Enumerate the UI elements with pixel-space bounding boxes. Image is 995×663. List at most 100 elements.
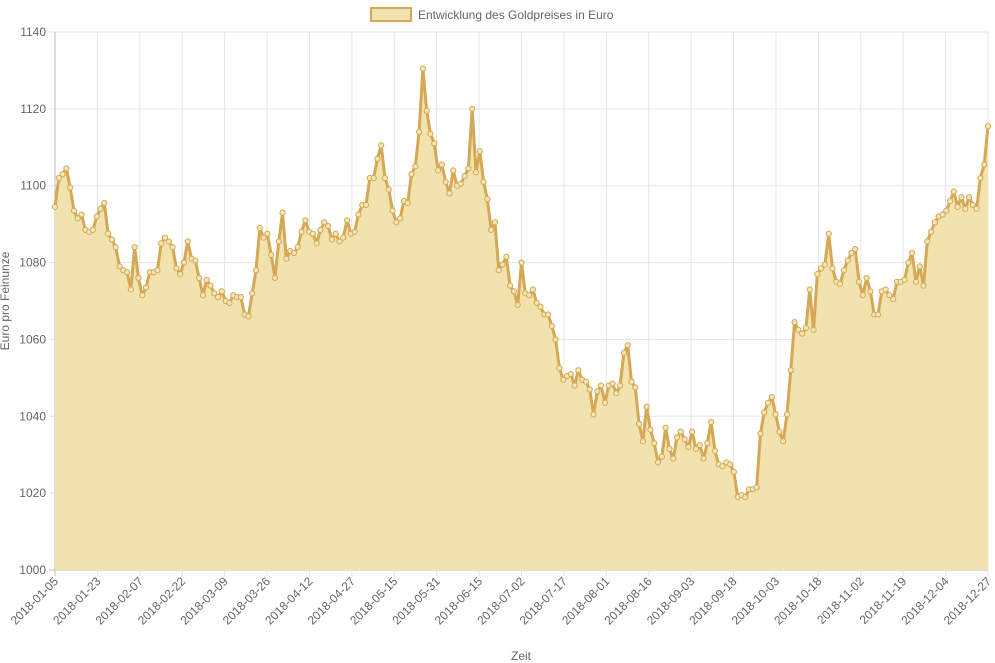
data-point[interactable] [518,259,525,266]
data-point[interactable] [328,236,335,243]
data-point[interactable] [260,234,267,241]
data-point[interactable] [689,428,696,435]
data-point[interactable] [681,436,688,443]
data-point[interactable] [973,205,980,212]
data-point[interactable] [131,244,138,251]
data-point[interactable] [810,326,817,333]
data-point[interactable] [742,493,749,501]
data-point[interactable] [730,468,737,476]
data-point[interactable] [673,434,681,441]
data-point[interactable] [89,226,97,234]
data-point[interactable] [848,249,855,257]
data-point[interactable] [127,286,134,293]
data-point[interactable] [108,236,115,243]
data-point[interactable] [343,217,351,224]
data-point[interactable] [825,230,832,237]
data-point[interactable] [852,246,859,253]
data-point[interactable] [818,265,825,272]
data-point[interactable] [829,265,836,272]
data-point[interactable] [844,257,851,264]
data-point[interactable] [74,215,81,222]
data-point[interactable] [890,295,897,303]
data-point[interactable] [969,201,976,209]
data-point[interactable] [472,169,480,176]
data-point[interactable] [946,197,954,205]
data-point[interactable] [416,128,423,136]
data-point[interactable] [142,284,150,291]
data-point[interactable] [594,388,601,395]
data-point[interactable] [491,219,499,226]
data-point[interactable] [78,211,85,218]
data-point[interactable] [939,211,946,218]
data-point[interactable] [457,180,464,187]
data-point[interactable] [271,274,279,282]
data-point[interactable] [836,280,844,287]
data-point[interactable] [226,299,233,307]
data-point[interactable] [727,461,734,468]
data-point[interactable] [332,230,339,237]
data-point[interactable] [954,203,961,210]
data-point[interactable] [112,244,119,251]
data-point[interactable] [438,161,445,168]
data-point[interactable] [670,455,677,462]
data-point[interactable] [950,188,957,195]
data-point[interactable] [624,342,631,349]
data-point[interactable] [123,269,131,276]
data-point[interactable] [218,288,225,295]
data-point[interactable] [814,271,821,278]
data-point[interactable] [503,253,510,260]
data-point[interactable] [863,274,870,282]
data-point[interactable] [211,290,218,297]
data-point[interactable] [59,171,66,178]
data-point[interactable] [783,411,791,418]
data-point[interactable] [753,484,760,491]
data-point[interactable] [507,282,514,289]
data-point[interactable] [290,249,298,257]
data-point[interactable] [336,238,343,245]
data-point[interactable] [567,370,574,378]
data-point[interactable] [651,440,658,447]
data-point[interactable] [488,226,495,234]
data-point[interactable] [685,443,692,451]
data-point[interactable] [385,186,392,193]
data-point[interactable] [139,292,146,299]
data-point[interactable] [192,257,199,264]
data-point[interactable] [116,263,123,270]
data-point[interactable] [67,184,74,191]
data-point[interactable] [203,276,210,283]
data-point[interactable] [711,447,719,454]
data-point[interactable] [658,453,665,460]
data-point[interactable] [70,207,78,214]
data-point[interactable] [63,165,70,172]
data-point[interactable] [677,428,684,435]
data-point[interactable] [533,299,540,307]
data-point[interactable] [776,428,783,435]
data-point[interactable] [476,148,483,155]
data-point[interactable] [920,282,927,289]
data-point[interactable] [708,418,715,426]
data-point[interactable] [264,230,271,237]
data-point[interactable] [419,65,426,72]
data-point[interactable] [434,167,442,174]
legend-swatch[interactable] [370,7,412,22]
data-point[interactable] [617,382,624,389]
data-point[interactable] [514,301,521,308]
data-point[interactable] [977,174,984,182]
data-point[interactable] [806,286,813,293]
data-point[interactable] [571,382,578,389]
data-point[interactable] [772,411,779,418]
data-point[interactable] [105,230,112,237]
legend-label[interactable]: Entwicklung des Goldpreises in Euro [418,8,614,22]
data-point[interactable] [442,178,449,185]
data-point[interactable] [177,271,184,278]
data-point[interactable] [412,163,419,170]
data-point[interactable] [901,276,908,283]
data-point[interactable] [696,442,703,449]
data-point[interactable] [654,459,662,466]
data-point[interactable] [757,430,764,437]
data-point[interactable] [874,311,882,318]
data-point[interactable] [882,286,889,293]
data-point[interactable] [275,238,282,245]
data-point[interactable] [795,326,802,333]
data-point[interactable] [465,165,472,172]
